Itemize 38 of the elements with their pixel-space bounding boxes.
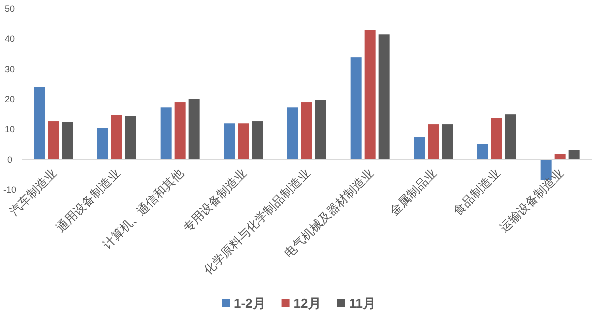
x-tick-label: 食品制造业 (450, 166, 504, 218)
bar (554, 154, 566, 160)
bar (188, 100, 200, 160)
bar (414, 138, 426, 160)
bar (224, 124, 236, 160)
bar (428, 124, 440, 160)
bar (48, 122, 60, 160)
bar (238, 124, 250, 160)
legend-label: 1-2月 (234, 296, 266, 311)
bar (492, 118, 502, 160)
y-tick-label: 30 (4, 64, 16, 74)
bar (34, 87, 46, 160)
bar (126, 116, 136, 160)
bar (364, 30, 376, 160)
y-tick-label: 10 (4, 124, 16, 135)
bar (442, 124, 454, 160)
bar (316, 100, 326, 160)
bar (252, 122, 264, 160)
y-tick-label: -10 (3, 185, 17, 195)
bar (378, 34, 390, 160)
bar (288, 108, 298, 160)
legend-label: 11月 (349, 296, 376, 311)
bar (478, 144, 488, 160)
y-tick-label: 40 (4, 34, 16, 44)
y-tick-label: 50 (4, 4, 16, 14)
bar (112, 115, 122, 160)
bar (98, 128, 108, 160)
bar (302, 102, 312, 160)
legend-label: 12月 (294, 296, 322, 311)
bar (160, 108, 172, 160)
bar (350, 58, 362, 160)
x-tick-label: 金属制品业 (387, 166, 440, 218)
bar (174, 102, 186, 160)
y-tick-label: 20 (4, 94, 16, 104)
bar (568, 150, 580, 160)
y-tick-label: 0 (7, 154, 13, 165)
bar (506, 114, 516, 160)
bar (62, 122, 74, 160)
